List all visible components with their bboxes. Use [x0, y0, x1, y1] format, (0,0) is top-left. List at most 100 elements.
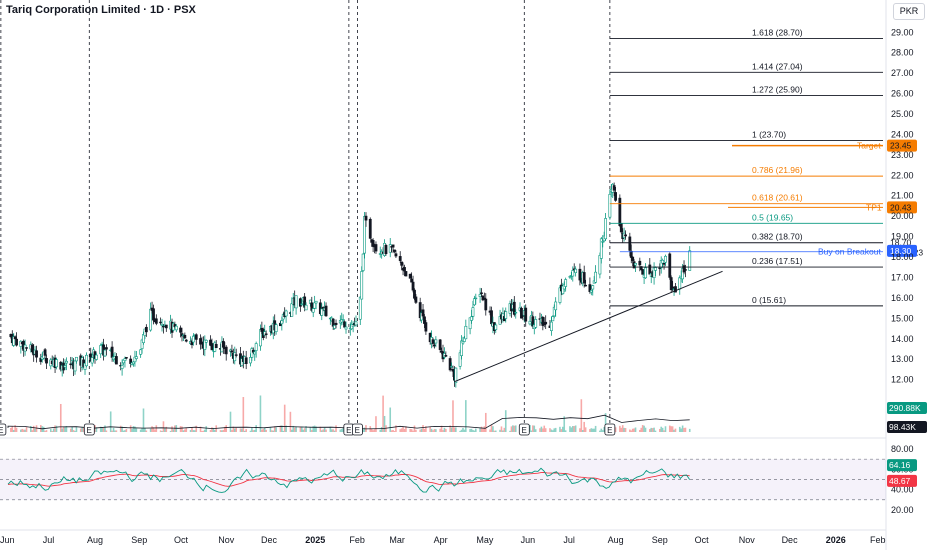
volume-bar — [319, 426, 322, 432]
candle-body — [664, 255, 667, 263]
candle-body — [424, 322, 428, 332]
time-tick-label: Aug — [608, 535, 624, 545]
fib-level-label: 0.786 (21.96) — [752, 165, 803, 175]
volume-bar — [273, 426, 276, 432]
candle-body — [123, 358, 127, 361]
volume-bar — [583, 421, 585, 432]
volume-bar — [275, 427, 277, 432]
time-tick-label: Apr — [434, 535, 448, 545]
volume-bar — [164, 428, 166, 432]
volume-bar — [225, 425, 228, 432]
breakout-label: Buy on Breakout — [818, 247, 881, 257]
volume-bar — [503, 427, 506, 432]
candle-body — [154, 318, 158, 324]
volume-bar — [30, 425, 32, 432]
volume-bar — [530, 430, 533, 432]
earnings-marker-label: E — [355, 426, 360, 435]
fib-level-label: 0.382 (18.70) — [752, 232, 803, 242]
candle-body — [139, 349, 143, 355]
candle-body — [564, 279, 568, 287]
volume-bar — [683, 427, 685, 432]
candle-body — [43, 349, 47, 356]
volume-bar — [212, 427, 215, 432]
volume-bar — [373, 429, 376, 432]
volume-bar — [403, 428, 406, 432]
volume-bar — [315, 426, 317, 432]
candle-body — [684, 269, 687, 271]
candle-body — [388, 244, 392, 253]
volume-bar — [323, 427, 326, 432]
price-tick-label: 25.00 — [891, 109, 914, 119]
price-tick-label: 13.00 — [891, 354, 914, 364]
time-tick-label: May — [476, 535, 494, 545]
volume-bar — [533, 425, 536, 432]
volume-bar — [560, 429, 563, 432]
candle-body — [464, 325, 468, 340]
candle-body — [588, 284, 592, 292]
volume-bar — [532, 425, 534, 432]
volume-bar — [554, 427, 557, 432]
earnings-marker-label: E — [521, 426, 526, 435]
volume-bar — [309, 427, 312, 432]
currency-selector[interactable]: PKR — [893, 3, 925, 20]
volume-bar — [599, 430, 601, 432]
volume-bar — [552, 430, 554, 432]
candle-body — [480, 292, 483, 294]
volume-bar — [664, 426, 667, 432]
candle-body — [304, 304, 308, 311]
volume-bar — [111, 430, 113, 432]
candle-body — [12, 336, 16, 346]
volume-bar — [443, 427, 446, 432]
volume-bar — [433, 429, 436, 432]
volume-bar — [450, 427, 453, 432]
candle-body — [634, 262, 637, 266]
candle-body — [75, 356, 78, 362]
volume-bar — [370, 428, 373, 432]
candle-body — [221, 340, 225, 348]
candle-body — [472, 298, 476, 306]
volume-bar — [302, 429, 305, 432]
volume-bar — [259, 395, 262, 432]
volume-bar — [502, 430, 504, 432]
volume-bar — [590, 428, 593, 432]
volume-bar — [199, 426, 202, 432]
candle-body — [494, 324, 498, 330]
candle-body — [149, 308, 153, 331]
volume-bar — [624, 428, 627, 432]
candle-body — [682, 265, 686, 273]
volume-bar — [399, 429, 402, 432]
time-tick-label: Mar — [389, 535, 405, 545]
candle-body — [393, 249, 396, 252]
rsi-value-tag — [887, 459, 917, 472]
volume-bar — [363, 427, 366, 432]
candle-body — [85, 354, 88, 367]
volume-bar — [649, 429, 651, 432]
volume-bar — [435, 429, 437, 432]
time-tick-label: Nov — [739, 535, 756, 545]
volume-bar — [425, 426, 427, 432]
breakout-price-label: 18.70 — [890, 238, 912, 248]
volume-bar — [152, 427, 155, 432]
candle-body — [584, 284, 588, 287]
volume-bar — [422, 425, 424, 432]
volume-bar — [465, 400, 467, 432]
volume-bar — [79, 428, 82, 432]
volume-bar — [14, 425, 16, 432]
candle-body — [460, 340, 463, 356]
candle-body — [438, 339, 442, 350]
candle-body — [264, 333, 268, 335]
volume-bar — [122, 430, 125, 432]
volume-bar — [409, 429, 411, 432]
candle-body — [400, 261, 404, 266]
volume-bar — [342, 427, 344, 432]
earnings-marker-label: E — [86, 426, 91, 435]
volume-bar — [285, 425, 287, 432]
volume-bar — [472, 430, 474, 432]
volume-bar — [102, 427, 105, 432]
volume-bar — [673, 429, 675, 432]
volume-bar — [563, 416, 566, 432]
candle-body — [313, 302, 317, 309]
volume-bar — [529, 425, 531, 432]
volume-bar — [674, 428, 677, 432]
